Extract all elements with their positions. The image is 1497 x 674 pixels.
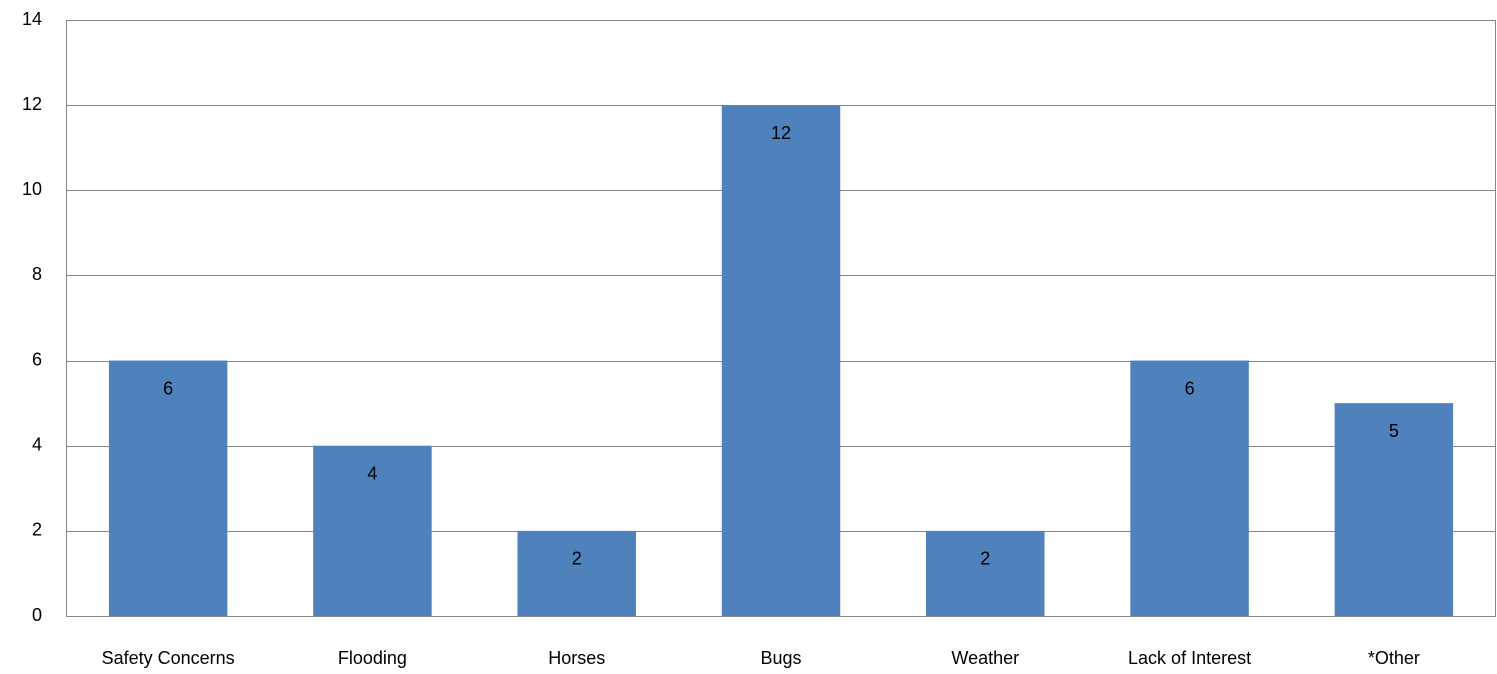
data-label: 5 (1389, 421, 1399, 441)
data-label: 2 (572, 549, 582, 569)
y-tick-label: 2 (32, 520, 42, 540)
bar (1130, 360, 1249, 616)
data-label: 4 (367, 463, 377, 483)
data-label: 6 (1185, 378, 1195, 398)
bar (517, 530, 636, 616)
data-label: 6 (163, 378, 173, 398)
y-tick-label: 0 (32, 605, 42, 625)
y-tick-label: 12 (22, 94, 42, 114)
data-label: 12 (771, 123, 791, 143)
x-tick-label: Safety Concerns (102, 648, 235, 668)
x-tick-label: *Other (1368, 648, 1420, 668)
x-tick-label: Lack of Interest (1128, 648, 1251, 668)
bar (926, 530, 1045, 616)
bar (721, 105, 841, 617)
x-tick-label: Flooding (338, 648, 407, 668)
y-tick-label: 6 (32, 349, 42, 369)
x-tick-label: Horses (548, 648, 605, 668)
bar (108, 360, 228, 616)
y-tick-label: 8 (32, 264, 42, 284)
y-tick-label: 4 (32, 434, 42, 454)
x-tick-label: Bugs (760, 648, 801, 668)
y-tick-label: 14 (22, 9, 42, 29)
y-tick-label: 10 (22, 179, 42, 199)
bar (1334, 403, 1454, 616)
x-tick-label: Weather (951, 648, 1019, 668)
bar (313, 445, 432, 616)
data-label: 2 (980, 549, 990, 569)
